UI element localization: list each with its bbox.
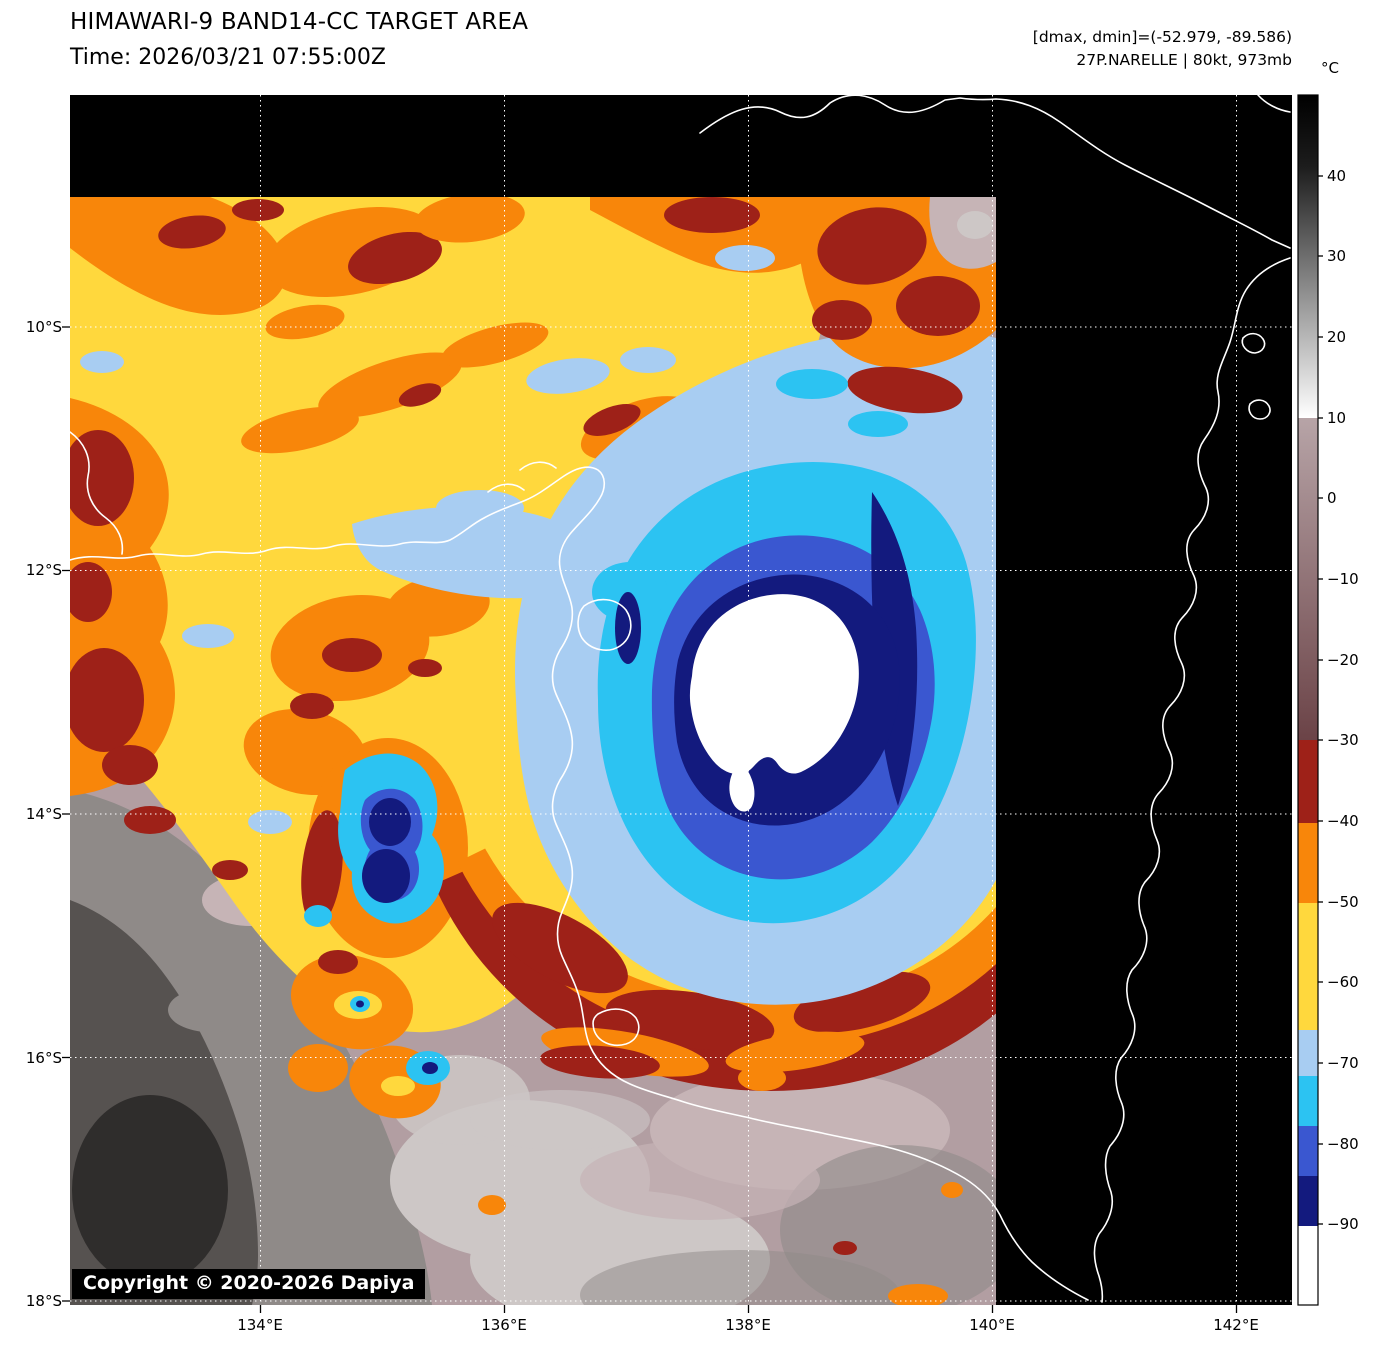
mornington-island	[592, 1008, 640, 1046]
east-island-1	[1241, 332, 1266, 354]
lat-tick-18s: 18°S	[25, 1292, 62, 1310]
southwest-cold-cluster	[304, 753, 450, 1085]
colorbar	[1297, 94, 1323, 1306]
lon-tick-138e: 138°E	[725, 1316, 771, 1334]
copyright-badge: Copyright © 2020-2026 Dapiya	[72, 1269, 426, 1299]
cb-label-m70: −70	[1327, 1054, 1359, 1072]
cb-label-0: 0	[1327, 489, 1337, 507]
cb-label-m50: −50	[1327, 893, 1359, 911]
cb-label-30: 30	[1327, 247, 1347, 265]
timestamp: Time: 2026/03/21 07:55:00Z	[70, 45, 386, 70]
cb-label-20: 20	[1327, 328, 1347, 346]
lat-tick-12s: 12°S	[25, 561, 62, 579]
cb-label-40: 40	[1327, 167, 1347, 185]
axis-ticks	[62, 326, 1238, 1313]
gridlines	[70, 95, 1292, 1305]
lon-tick-136e: 136°E	[481, 1316, 527, 1334]
nw-coast-fragment	[69, 431, 124, 555]
arnhem-islands	[487, 461, 557, 493]
cb-label-m90: −90	[1327, 1215, 1359, 1233]
torres-corner-coast	[1257, 94, 1291, 113]
colorbar-border	[1297, 94, 1319, 1306]
cb-label-m60: −60	[1327, 973, 1359, 991]
page-title: HIMAWARI-9 BAND14-CC TARGET AREA	[70, 9, 529, 35]
lat-tick-10s: 10°S	[25, 318, 62, 336]
cb-label-m20: −20	[1327, 651, 1359, 669]
new-guinea-coast	[699, 94, 1291, 249]
groote-eylandt	[577, 598, 632, 651]
lat-tick-16s: 16°S	[25, 1049, 62, 1067]
lon-tick-134e: 134°E	[237, 1316, 283, 1334]
storm-info: 27P.NARELLE | 80kt, 973mb	[1076, 51, 1292, 69]
cb-label-m80: −80	[1327, 1135, 1359, 1153]
colorbar-tick-marks	[1318, 175, 1323, 1225]
coastlines	[69, 94, 1291, 1303]
cb-label-m10: −10	[1327, 570, 1359, 588]
satellite-image	[70, 197, 996, 1305]
cb-label-m40: −40	[1327, 812, 1359, 830]
lon-tick-142e: 142°E	[1213, 1316, 1259, 1334]
lat-tick-14s: 14°S	[25, 805, 62, 823]
low-cloud-textures	[202, 874, 996, 1305]
warm-gray-region	[70, 790, 432, 1305]
gulf-coast	[69, 466, 1089, 1301]
colorbar-unit-label: °C	[1321, 59, 1339, 77]
cb-label-10: 10	[1327, 409, 1347, 427]
east-island-2	[1248, 399, 1271, 420]
cape-york-coast	[1093, 257, 1291, 1303]
lon-tick-140e: 140°E	[969, 1316, 1015, 1334]
southern-band-spots	[470, 1045, 963, 1305]
orange-cloud-patches	[70, 197, 835, 1119]
cb-label-m30: −30	[1327, 731, 1359, 749]
northeast-warm-mass	[800, 197, 996, 414]
dmax-dmin-readout: [dmax, dmin]=(-52.979, -89.586)	[1032, 28, 1292, 46]
